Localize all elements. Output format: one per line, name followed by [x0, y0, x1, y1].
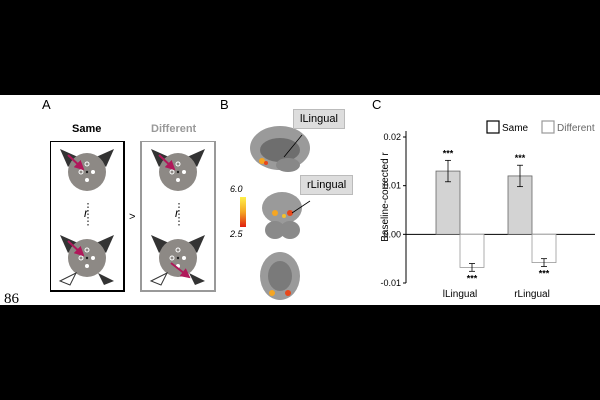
same-label: Same: [72, 123, 102, 135]
bar-chart: Same Different Baseline-corrected r 0.02…: [380, 120, 595, 300]
same-frame: [50, 141, 125, 292]
roi-left-label: lLingual: [293, 109, 345, 129]
bar-different-llingual: [459, 233, 485, 268]
x-tick-label: rLingual: [514, 289, 550, 300]
different-trial-top: [150, 148, 206, 192]
figure-page: A Same Different r: [0, 95, 600, 305]
legend-different-swatch: [541, 120, 555, 134]
different-frame: [140, 141, 216, 292]
same-trial-top: [59, 148, 115, 192]
significance-label: ***: [539, 268, 550, 278]
brain-sagittal: [250, 126, 310, 172]
significance-label: ***: [515, 153, 526, 163]
significance-label: ***: [467, 273, 478, 283]
y-axis-label: Baseline-corrected r: [380, 152, 391, 242]
scale-max-label: 6.0: [230, 184, 243, 194]
y-tick-label: 0.01: [383, 181, 401, 191]
different-r-label: r: [175, 206, 180, 220]
x-tick-label: lLingual: [443, 289, 477, 300]
legend-same-swatch: [486, 120, 500, 134]
color-scale-bar: [240, 197, 246, 227]
different-label: Different: [151, 123, 197, 135]
significance-label: ***: [443, 148, 454, 158]
roi-right-label: rLingual: [300, 175, 354, 195]
y-tick-label: 0.02: [383, 132, 401, 142]
greater-than: >: [129, 211, 135, 223]
brain-coronal: [262, 192, 302, 239]
panel-a-diagram: r > r: [50, 141, 216, 292]
panel-a-letter: A: [42, 97, 51, 112]
brain-axial: [260, 252, 300, 300]
different-trial-bottom: [149, 234, 206, 286]
panel-b-letter: B: [220, 97, 229, 112]
same-trial-bottom: [58, 234, 115, 286]
same-r-label: r: [84, 206, 89, 220]
y-tick-label: -0.01: [380, 278, 401, 288]
scale-min-label: 2.5: [230, 229, 243, 239]
brain-images: [250, 126, 311, 300]
legend-different-label: Different: [557, 123, 595, 134]
legend-same-label: Same: [502, 123, 529, 134]
panel-c-letter: C: [372, 97, 382, 112]
page-number: 86: [4, 291, 19, 305]
y-tick-label: 0.00: [383, 229, 401, 239]
